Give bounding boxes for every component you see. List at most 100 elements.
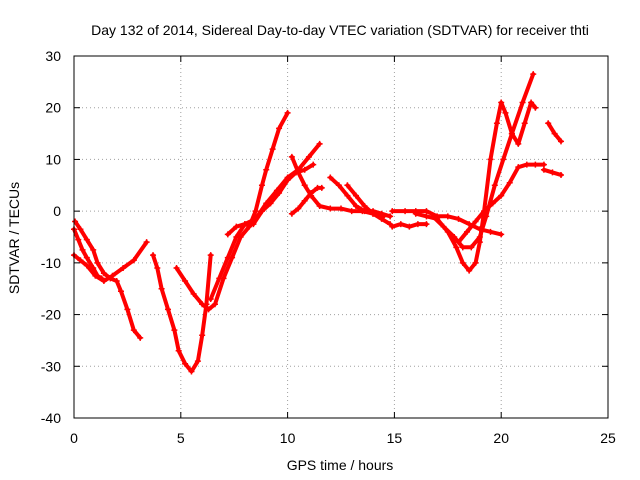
data-point (423, 208, 430, 215)
data-point (476, 234, 483, 240)
y-tick-label: -10 (41, 255, 61, 271)
data-point (241, 221, 248, 228)
series-arc-8 (224, 161, 317, 238)
series-arc-18 (545, 120, 565, 145)
data-point (308, 190, 315, 197)
data-point (402, 208, 409, 215)
data-point (455, 239, 462, 246)
data-point (113, 277, 120, 284)
series-arc-12 (389, 221, 430, 230)
series-arc-10 (327, 174, 394, 220)
data-point (352, 192, 359, 199)
y-tick-label: -40 (41, 410, 61, 426)
y-tick-label: 0 (53, 203, 61, 219)
data-point (530, 71, 537, 78)
data-point (199, 332, 206, 339)
data-point (468, 244, 475, 251)
data-point (310, 161, 317, 168)
data-point (406, 223, 413, 230)
data-point (194, 358, 201, 365)
data-point (188, 368, 195, 375)
y-tick-label: 30 (45, 48, 61, 64)
y-axis-label: SDTVAR / TECUs (6, 182, 22, 294)
data-point (498, 231, 505, 238)
series-trace (174, 110, 290, 312)
series-trace (151, 253, 213, 374)
data-point (94, 259, 101, 266)
series-arc-15 (429, 71, 537, 251)
data-point (464, 228, 471, 235)
data-point (551, 130, 558, 137)
data-point (301, 182, 308, 189)
x-tick-label: 5 (177, 430, 185, 446)
data-point (130, 327, 137, 334)
series-arc-16 (455, 161, 547, 246)
series-trace (72, 227, 104, 281)
x-tick-label: 10 (280, 430, 296, 446)
series-arc-5 (173, 109, 291, 313)
data-point (288, 153, 295, 160)
data-point (207, 252, 214, 259)
data-point (318, 184, 325, 191)
data-point (267, 200, 274, 207)
data-point (316, 140, 323, 147)
data-point (120, 265, 127, 272)
data-point (117, 288, 124, 295)
series-arc-14 (412, 99, 539, 274)
data-point (487, 228, 494, 235)
data-point (493, 120, 500, 127)
data-point (361, 202, 368, 209)
data-point (327, 174, 334, 181)
data-point (472, 259, 479, 266)
data-point (440, 223, 447, 230)
y-tick-label: 10 (45, 151, 61, 167)
data-point (540, 166, 547, 173)
data-point (171, 327, 178, 334)
data-point (483, 213, 490, 220)
data-point (327, 205, 334, 212)
data-point (412, 210, 419, 217)
x-axis-label: GPS time / hours (287, 457, 394, 473)
data-point (190, 290, 197, 297)
data-point (90, 246, 97, 253)
data-point (455, 215, 462, 222)
data-point (508, 130, 515, 137)
series-arc-9 (288, 184, 325, 217)
data-point (549, 169, 556, 176)
data-point (378, 215, 385, 222)
data-point (545, 120, 552, 127)
data-point (502, 109, 509, 116)
data-point (92, 272, 99, 279)
data-point (224, 231, 231, 238)
data-point (498, 192, 505, 199)
data-point (252, 208, 259, 215)
data-point (459, 259, 466, 266)
data-point (207, 296, 214, 303)
data-point (459, 244, 466, 251)
data-point (211, 301, 218, 308)
data-point (182, 277, 189, 284)
data-point (224, 254, 231, 261)
data-point (558, 171, 565, 178)
data-point (519, 99, 526, 106)
data-point (250, 221, 257, 228)
data-point (389, 208, 396, 215)
series-arc-11 (344, 182, 394, 228)
data-point (83, 254, 90, 261)
data-point (288, 210, 295, 217)
data-point (338, 205, 344, 212)
data-point (158, 285, 165, 292)
x-tick-label: 25 (600, 430, 616, 446)
data-point (173, 265, 180, 272)
series-arc-1 (71, 226, 105, 282)
data-point (389, 223, 396, 230)
data-point (100, 270, 107, 277)
data-point (263, 166, 270, 173)
data-point (335, 182, 342, 189)
series-arc-2 (72, 218, 144, 341)
data-point (276, 125, 283, 132)
data-point (77, 226, 84, 233)
data-point (216, 275, 223, 282)
data-point (233, 223, 240, 230)
